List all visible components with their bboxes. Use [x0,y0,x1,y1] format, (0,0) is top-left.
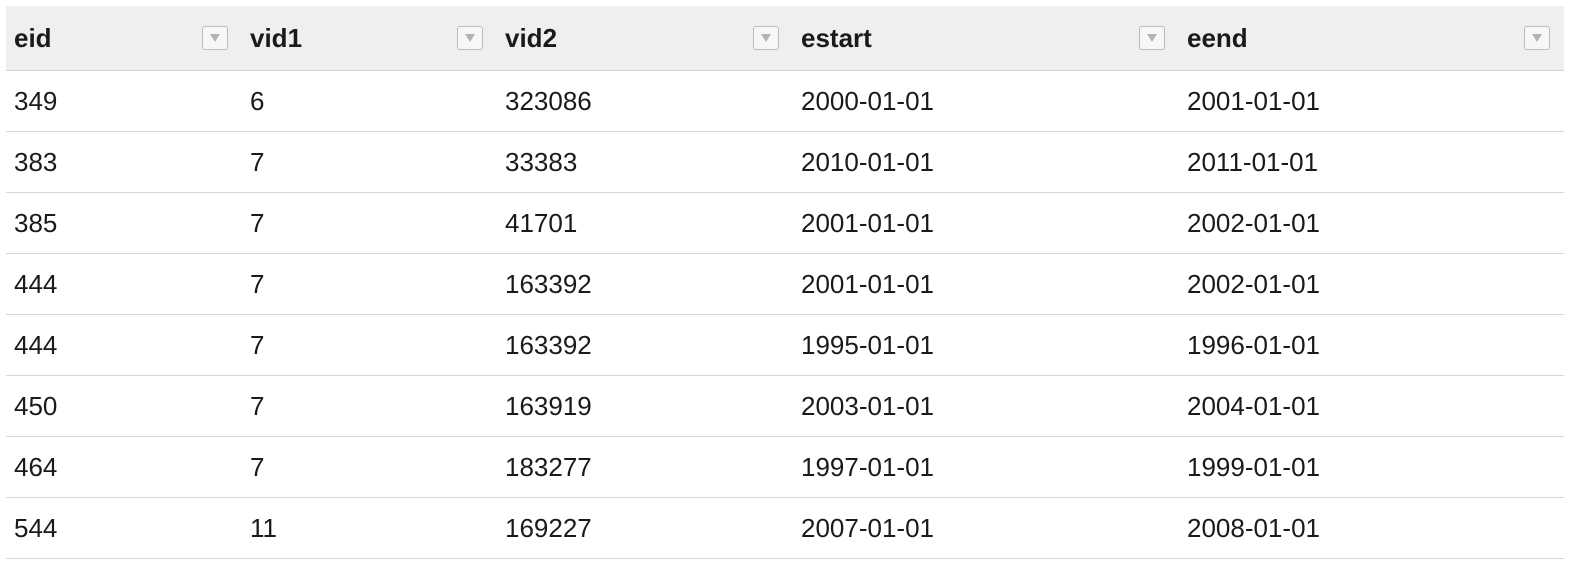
triangle-down-icon [465,34,475,42]
cell-eend: 1996-01-01 [1179,314,1564,376]
cell-eid: 464 [6,436,242,498]
cell-estart: 1995-01-01 [793,314,1179,376]
cell-eid: 444 [6,253,242,315]
cell-vid2: 33383 [497,131,793,193]
cell-eend: 1999-01-01 [1179,436,1564,498]
cell-eend: 2004-01-01 [1179,375,1564,437]
cell-vid1: 7 [242,192,497,254]
cell-vid1: 7 [242,436,497,498]
column-filter-button[interactable] [457,26,483,50]
cell-estart: 1997-01-01 [793,436,1179,498]
column-header-label: vid1 [250,22,303,53]
column-header-vid1[interactable]: vid1 [242,6,497,71]
cell-eend: 2011-01-01 [1179,131,1564,193]
cell-vid2: 163919 [497,375,793,437]
triangle-down-icon [761,34,771,42]
cell-vid2: 169227 [497,497,793,559]
table-row[interactable]: 444 7 163392 2001-01-01 2002-01-01 [6,253,1564,315]
column-header-estart[interactable]: estart [793,6,1179,71]
cell-estart: 2000-01-01 [793,70,1179,132]
table-row[interactable]: 444 7 163392 1995-01-01 1996-01-01 [6,314,1564,376]
cell-eid: 544 [6,497,242,559]
table-header: eid vid1 vid2 [6,6,1564,71]
cell-estart: 2010-01-01 [793,131,1179,193]
cell-vid2: 183277 [497,436,793,498]
column-filter-button[interactable] [202,26,228,50]
cell-vid1: 7 [242,131,497,193]
cell-vid1: 6 [242,70,497,132]
column-filter-button[interactable] [1524,26,1550,50]
column-header-eend[interactable]: eend [1179,6,1564,71]
cell-vid2: 163392 [497,314,793,376]
cell-estart: 2003-01-01 [793,375,1179,437]
cell-eid: 385 [6,192,242,254]
table-row[interactable]: 385 7 41701 2001-01-01 2002-01-01 [6,192,1564,254]
cell-eend: 2008-01-01 [1179,497,1564,559]
cell-eend: 2001-01-01 [1179,70,1564,132]
cell-vid1: 11 [242,497,497,559]
cell-eid: 383 [6,131,242,193]
header-row: eid vid1 vid2 [6,6,1564,71]
table-row[interactable]: 544 11 169227 2007-01-01 2008-01-01 [6,497,1564,559]
cell-eend: 2002-01-01 [1179,253,1564,315]
cell-vid2: 163392 [497,253,793,315]
column-header-eid[interactable]: eid [6,6,242,71]
column-header-label: estart [801,22,872,53]
table-row[interactable]: 383 7 33383 2010-01-01 2011-01-01 [6,131,1564,193]
column-header-label: eid [14,22,52,53]
column-header-label: eend [1187,22,1248,53]
table-row[interactable]: 349 6 323086 2000-01-01 2001-01-01 [6,70,1564,132]
table-row[interactable]: 464 7 183277 1997-01-01 1999-01-01 [6,436,1564,498]
column-filter-button[interactable] [753,26,779,50]
column-filter-button[interactable] [1139,26,1165,50]
column-header-vid2[interactable]: vid2 [497,6,793,71]
cell-estart: 2001-01-01 [793,253,1179,315]
triangle-down-icon [1532,34,1542,42]
cell-vid2: 41701 [497,192,793,254]
column-header-label: vid2 [505,22,558,53]
cell-vid2: 323086 [497,70,793,132]
table-row[interactable]: 450 7 163919 2003-01-01 2004-01-01 [6,375,1564,437]
triangle-down-icon [1147,34,1157,42]
cell-vid1: 7 [242,253,497,315]
table-body: 349 6 323086 2000-01-01 2001-01-01 383 7… [6,70,1564,559]
cell-eend: 2002-01-01 [1179,192,1564,254]
cell-vid1: 7 [242,314,497,376]
cell-estart: 2001-01-01 [793,192,1179,254]
data-table: eid vid1 vid2 [6,6,1564,559]
data-grid: eid vid1 vid2 [6,6,1564,559]
cell-eid: 444 [6,314,242,376]
cell-eid: 450 [6,375,242,437]
cell-vid1: 7 [242,375,497,437]
cell-estart: 2007-01-01 [793,497,1179,559]
triangle-down-icon [210,34,220,42]
cell-eid: 349 [6,70,242,132]
